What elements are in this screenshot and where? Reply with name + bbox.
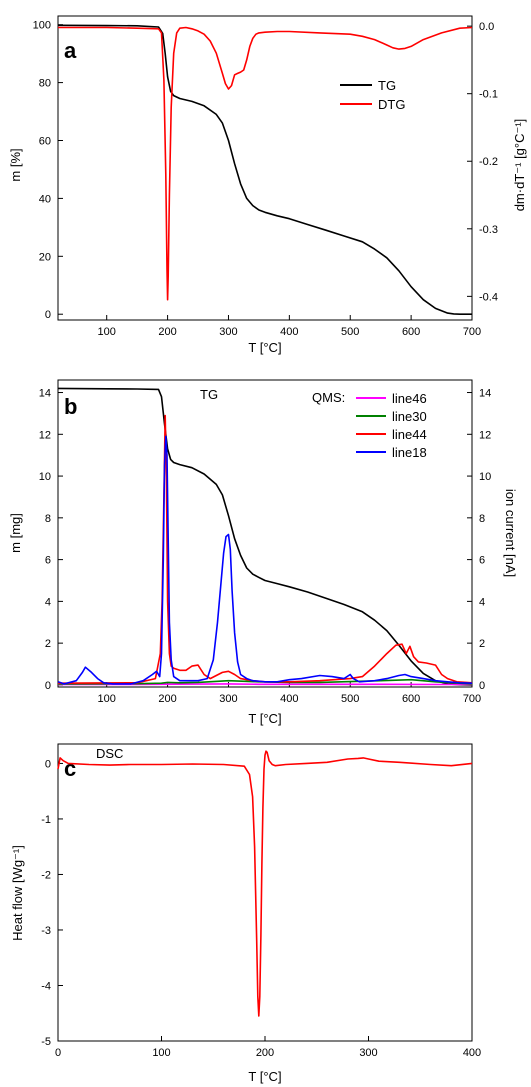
x-tick-label: 300 bbox=[219, 693, 237, 705]
y-ticks: 0 -1 -2 -3 -4 -5 bbox=[41, 758, 63, 1048]
y-tick-label: 14 bbox=[39, 388, 51, 400]
legend-item: TG bbox=[378, 78, 396, 93]
series-line-line44 bbox=[57, 414, 473, 685]
x-tick-label: 500 bbox=[341, 693, 359, 705]
x-tick-label: 100 bbox=[98, 326, 116, 338]
y-right-tick-label: 4 bbox=[479, 596, 485, 608]
x-tick-label: 300 bbox=[359, 1047, 377, 1059]
series-layer bbox=[57, 750, 473, 1017]
y-tick-label: 4 bbox=[45, 596, 51, 608]
y-tick-label: -1 bbox=[41, 814, 51, 826]
x-axis-title: T [°C] bbox=[248, 1069, 281, 1084]
x-tick-label: 700 bbox=[463, 693, 481, 705]
x-tick-label: 200 bbox=[256, 1047, 274, 1059]
x-ticks: 0 100 200 300 400 bbox=[55, 1036, 481, 1059]
y-axis-title: m [%] bbox=[8, 148, 23, 181]
legend: TG DTG bbox=[340, 78, 405, 112]
series-line-line46 bbox=[58, 683, 472, 686]
tg-curve-label: TG bbox=[200, 387, 218, 402]
x-tick-label: 400 bbox=[280, 326, 298, 338]
panel-label: a bbox=[64, 38, 77, 63]
series-layer bbox=[57, 24, 473, 316]
x-tick-label: 400 bbox=[280, 693, 298, 705]
series-layer bbox=[57, 387, 473, 686]
y-tick-label: -5 bbox=[41, 1036, 51, 1048]
panel-a: a 100 200 300 400 500 600 700 0 20 40 60 80 100 0.0… bbox=[8, 15, 527, 355]
y-tick-label: 20 bbox=[39, 251, 51, 263]
legend-item: line30 bbox=[392, 409, 427, 424]
series-line-dtg bbox=[58, 26, 473, 301]
y-tick-label: 6 bbox=[45, 555, 51, 567]
y-right-tick-label: 2 bbox=[479, 638, 485, 650]
y-right-axis-title: dm·dT⁻¹ [g°C⁻¹] bbox=[512, 119, 527, 212]
y-tick-label: 80 bbox=[39, 78, 51, 90]
series-line-tg bbox=[57, 24, 472, 316]
x-tick-label: 100 bbox=[152, 1047, 170, 1059]
y-tick-label: 10 bbox=[39, 471, 51, 483]
legend-item: DTG bbox=[378, 97, 405, 112]
y-right-tick-label: 6 bbox=[479, 555, 485, 567]
x-tick-label: 400 bbox=[463, 1047, 481, 1059]
x-axis-title: T [°C] bbox=[248, 711, 281, 726]
y-tick-label: -2 bbox=[41, 869, 51, 881]
x-tick-label: 600 bbox=[402, 326, 420, 338]
y-axis-title: m [mg] bbox=[8, 513, 23, 553]
y-right-tick-label: 12 bbox=[479, 429, 491, 441]
y-tick-label: 0 bbox=[45, 309, 51, 321]
series-line-line18 bbox=[57, 435, 473, 685]
y-ticks: 0 2 4 6 8 10 12 14 bbox=[39, 388, 63, 692]
panel-label: b bbox=[64, 394, 77, 419]
panel-label: c bbox=[64, 756, 76, 781]
x-tick-label: 0 bbox=[55, 1047, 61, 1059]
y-right-tick-label: 0 bbox=[479, 680, 485, 692]
y-tick-label: 2 bbox=[45, 638, 51, 650]
y-axis-title: Heat flow [Wg⁻¹] bbox=[10, 845, 25, 941]
legend-title: QMS: bbox=[312, 390, 345, 405]
y-tick-label: 60 bbox=[39, 135, 51, 147]
plot-frame bbox=[57, 15, 473, 321]
y-right-tick-label: 8 bbox=[479, 513, 485, 525]
y-tick-label: 40 bbox=[39, 193, 51, 205]
y-ticks: 0 20 40 60 80 100 bbox=[33, 20, 63, 321]
y-tick-label: -4 bbox=[41, 980, 51, 992]
legend-item: line46 bbox=[392, 391, 427, 406]
plot-frame bbox=[57, 379, 473, 688]
dsc-label: DSC bbox=[96, 746, 123, 761]
y-right-axis-title: ion current [nA] bbox=[503, 489, 518, 577]
y-tick-label: 12 bbox=[39, 429, 51, 441]
y-tick-label: -3 bbox=[41, 925, 51, 937]
y-right-tick-label: -0.1 bbox=[479, 89, 498, 101]
y-tick-label: 0 bbox=[45, 758, 51, 770]
y-tick-label: 100 bbox=[33, 20, 51, 32]
legend-item: line18 bbox=[392, 445, 427, 460]
y-right-tick-label: 14 bbox=[479, 388, 491, 400]
x-tick-label: 600 bbox=[402, 693, 420, 705]
x-tick-label: 100 bbox=[98, 693, 116, 705]
x-tick-label: 300 bbox=[219, 326, 237, 338]
legend: QMS: line46 line30 line44 line18 bbox=[312, 390, 427, 460]
x-tick-label: 200 bbox=[158, 326, 176, 338]
series-line-dsc bbox=[57, 750, 473, 1017]
x-ticks: 100 200 300 400 500 600 700 bbox=[98, 682, 481, 705]
x-tick-label: 500 bbox=[341, 326, 359, 338]
x-tick-label: 700 bbox=[463, 326, 481, 338]
legend-item: line44 bbox=[392, 427, 427, 442]
y-tick-label: 8 bbox=[45, 513, 51, 525]
y-right-ticks: 0 2 4 6 8 10 12 14 bbox=[467, 388, 491, 692]
x-ticks: 100 200 300 400 500 600 700 bbox=[98, 315, 481, 338]
plot-frame bbox=[57, 743, 473, 1042]
y-right-ticks: 0.0 -0.1 -0.2 -0.3 -0.4 bbox=[467, 21, 498, 303]
y-right-tick-label: -0.2 bbox=[479, 156, 498, 168]
panel-c: c DSC 0 100 200 300 400 0 -1 -2 -3 -4 -5 T [°C] H… bbox=[10, 743, 481, 1084]
y-right-tick-label: -0.4 bbox=[479, 291, 498, 303]
y-right-tick-label: 10 bbox=[479, 471, 491, 483]
y-right-tick-label: -0.3 bbox=[479, 224, 498, 236]
y-right-tick-label: 0.0 bbox=[479, 21, 494, 33]
x-axis-title: T [°C] bbox=[248, 340, 281, 355]
y-tick-label: 0 bbox=[45, 680, 51, 692]
x-tick-label: 200 bbox=[158, 693, 176, 705]
